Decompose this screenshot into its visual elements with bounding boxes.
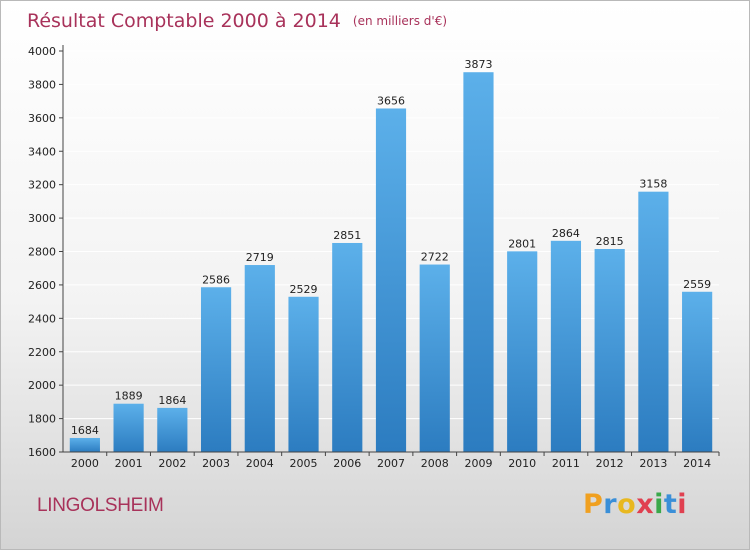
value-label-2008: 2722 (421, 251, 449, 264)
brand-letter: o (617, 489, 637, 520)
bar-2012 (594, 248, 625, 452)
axes: 1600 1800 2000 2200 2400 2600 2800 3000 3200 3400… (28, 45, 720, 470)
x-tick-label: 2009 (464, 457, 492, 470)
y-tick-label: 2400 (28, 312, 56, 325)
bar-2001 (113, 403, 144, 452)
town-name: LINGOLSHEIM (37, 495, 164, 516)
x-tick-label: 2013 (639, 457, 667, 470)
y-tick-label: 1600 (28, 446, 56, 459)
value-label-2003: 2586 (202, 273, 230, 286)
value-label-2007: 3656 (377, 94, 405, 107)
x-tick-label: 2005 (290, 457, 318, 470)
x-tick-label: 2003 (202, 457, 230, 470)
y-tick-label: 2200 (28, 346, 56, 359)
value-label-2004: 2719 (246, 251, 274, 264)
value-label-2002: 1864 (158, 394, 186, 407)
x-tick-label: 2011 (552, 457, 580, 470)
brand-letter: i (654, 489, 664, 520)
x-tick-label: 2014 (683, 457, 711, 470)
chart-subtitle: (en milliers d'€) (353, 14, 447, 28)
y-tick-label: 2000 (28, 379, 56, 392)
y-tick-label: 4000 (28, 45, 56, 58)
bar-2013 (638, 191, 669, 452)
x-tick-label: 2012 (596, 457, 624, 470)
x-tick-label: 2004 (246, 457, 274, 470)
bar-2002 (157, 407, 188, 452)
x-tick-label: 2008 (421, 457, 449, 470)
y-tick-label: 1800 (28, 413, 56, 426)
value-label-2011: 2864 (552, 227, 580, 240)
y-tick-label: 3400 (28, 145, 56, 158)
x-tick-label: 2006 (333, 457, 361, 470)
chart-title: Résultat Comptable 2000 à 2014 (27, 10, 341, 32)
bar-2009 (463, 72, 494, 453)
brand-letter: t (663, 489, 678, 520)
y-tick-label: 3600 (28, 112, 56, 125)
x-tick-label: 2000 (71, 457, 99, 470)
brand-logo: Proxiti (583, 489, 687, 520)
value-label-2014: 2559 (683, 278, 711, 291)
value-label-2001: 1889 (115, 390, 143, 403)
bar-2000 (69, 437, 100, 452)
x-tick-label: 2007 (377, 457, 405, 470)
y-tick-label: 3000 (28, 212, 56, 225)
bar-2006 (332, 242, 363, 452)
bar-2011 (550, 240, 582, 452)
brand-letter: i (677, 489, 688, 520)
bars: 1684 1889 1864 2586 2719 2529 2851 3656 2722 3873… (69, 58, 713, 453)
brand-letter: r (603, 489, 618, 520)
y-tick-label: 3200 (28, 179, 56, 192)
bar-2005 (288, 296, 319, 452)
bar-2010 (507, 251, 538, 452)
value-label-2000: 1684 (71, 424, 99, 437)
brand-letter: P (583, 489, 604, 520)
bar-2008 (419, 264, 450, 452)
bar-2014 (682, 291, 713, 452)
x-tick-label: 2001 (115, 457, 143, 470)
x-tick-label: 2002 (158, 457, 186, 470)
value-label-2012: 2815 (596, 235, 624, 248)
y-tick-label: 2800 (28, 246, 56, 259)
value-label-2006: 2851 (333, 229, 361, 242)
y-tick-label: 3800 (28, 78, 56, 91)
bar-2004 (244, 265, 275, 452)
y-tick-label: 2600 (28, 279, 56, 292)
brand-letter: x (636, 489, 655, 520)
bar-2007 (375, 108, 407, 452)
x-tick-label: 2010 (508, 457, 536, 470)
value-label-2013: 3158 (639, 178, 667, 191)
bar-2003 (200, 287, 232, 452)
value-label-2009: 3873 (464, 58, 492, 71)
value-label-2010: 2801 (508, 237, 536, 250)
value-label-2005: 2529 (290, 283, 318, 296)
